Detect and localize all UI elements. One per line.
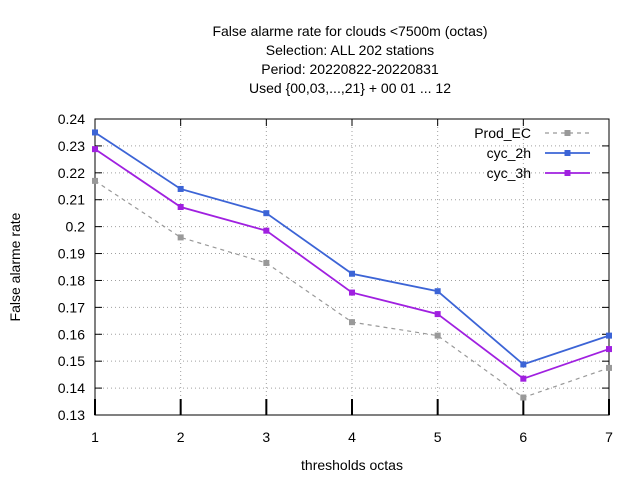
y-tick-label: 0.16 (58, 326, 85, 342)
series-cyc-2h (92, 129, 612, 368)
chart-title: False alarme rate for clouds <7500m (oct… (212, 23, 487, 96)
legend-swatch-marker (564, 170, 571, 176)
series-prod-ec (92, 177, 612, 401)
title-line: False alarme rate for clouds <7500m (oct… (212, 23, 487, 39)
data-point (520, 375, 527, 382)
y-tick-label: 0.19 (58, 246, 85, 262)
data-point (92, 146, 98, 153)
legend: Prod_EC cyc_2h cyc_3h (474, 125, 590, 181)
title-line: Selection: ALL 202 stations (266, 42, 434, 58)
data-point (520, 394, 527, 401)
series-cyc-3h (92, 146, 612, 382)
axis-ticks (94, 118, 610, 416)
data-point (606, 332, 612, 339)
legend-label: Prod_EC (474, 125, 531, 141)
grid-lines (95, 119, 609, 415)
title-line: Used {00,03,...,21} + 00 01 ... 12 (249, 80, 451, 96)
data-point (434, 311, 441, 318)
legend-swatch-marker (564, 150, 571, 156)
x-tick-labels: 1 2 3 4 5 6 7 (91, 429, 613, 445)
x-tick-label: 4 (348, 429, 356, 445)
y-tick-label: 0.15 (58, 353, 85, 369)
x-tick-label: 5 (434, 429, 442, 445)
data-point (177, 234, 184, 241)
x-tick-label: 2 (177, 429, 185, 445)
y-tick-label: 0.14 (58, 380, 85, 396)
y-axis-label: False alarme rate (7, 212, 23, 321)
title-line: Period: 20220822-20220831 (261, 61, 439, 77)
y-tick-label: 0.22 (58, 165, 85, 181)
y-tick-label: 0.18 (58, 272, 85, 288)
data-point (263, 210, 270, 217)
y-tick-labels: 0.13 0.14 0.15 0.16 0.17 0.18 0.19 0.2 0.21 0.22 0… (58, 111, 85, 423)
y-tick-label: 0.23 (58, 138, 85, 154)
series-line (94, 180, 610, 399)
legend-label: cyc_3h (487, 165, 531, 181)
data-point (349, 319, 355, 326)
data-point (263, 227, 270, 234)
y-tick-label: 0.13 (58, 407, 85, 423)
data-point (434, 332, 441, 339)
series-group (92, 129, 612, 401)
y-tick-label: 0.17 (58, 299, 85, 315)
x-axis-label: thresholds octas (301, 457, 403, 473)
legend-label: cyc_2h (487, 145, 531, 161)
legend-item: cyc_2h (487, 145, 590, 161)
y-tick-label: 0.24 (58, 111, 85, 127)
x-tick-label: 7 (605, 429, 613, 445)
data-point (349, 270, 355, 277)
data-point (606, 364, 612, 371)
data-point (263, 259, 270, 266)
data-point (177, 203, 184, 210)
data-point (92, 129, 98, 136)
y-tick-label: 0.2 (66, 219, 86, 235)
data-point (177, 185, 184, 192)
x-tick-label: 1 (91, 429, 99, 445)
legend-item: cyc_3h (487, 165, 590, 181)
legend-swatch-marker (564, 130, 571, 136)
data-point (434, 288, 441, 295)
data-point (606, 346, 612, 353)
x-tick-label: 3 (262, 429, 270, 445)
data-point (349, 289, 355, 296)
y-tick-label: 0.21 (58, 192, 85, 208)
data-point (92, 177, 98, 184)
data-point (520, 361, 527, 368)
x-tick-label: 6 (519, 429, 527, 445)
legend-item: Prod_EC (474, 125, 590, 141)
